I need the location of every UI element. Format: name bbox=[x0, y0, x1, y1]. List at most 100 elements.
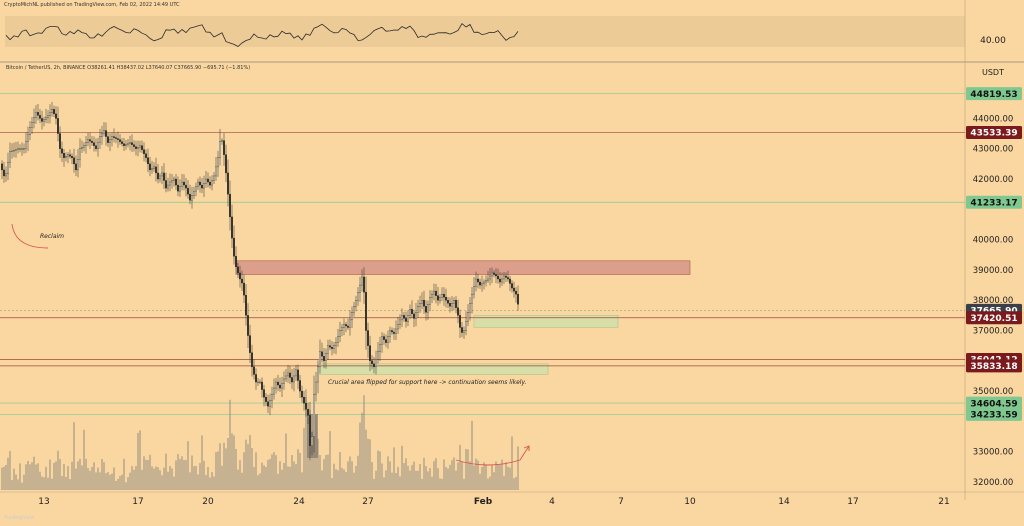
candle-body bbox=[115, 137, 117, 139]
volume-bar bbox=[345, 471, 347, 490]
volume-bar bbox=[329, 431, 331, 490]
candle-body bbox=[183, 181, 185, 186]
candle-body bbox=[331, 346, 333, 349]
volume-bar bbox=[495, 461, 497, 490]
volume-bar bbox=[277, 473, 279, 490]
candle-body bbox=[463, 330, 465, 333]
candle-body bbox=[457, 307, 459, 316]
volume-bar bbox=[295, 464, 297, 490]
candle-body bbox=[247, 315, 249, 336]
candle-body bbox=[237, 266, 239, 274]
candle-body bbox=[489, 275, 491, 280]
candle-body bbox=[101, 133, 103, 137]
candle-body bbox=[341, 327, 343, 331]
candle-body bbox=[213, 175, 215, 181]
candle-body bbox=[365, 291, 367, 331]
volume-bar bbox=[85, 458, 87, 490]
volume-bar bbox=[399, 476, 401, 490]
volume-bar bbox=[441, 478, 443, 490]
volume-bar bbox=[493, 472, 495, 490]
volume-bar bbox=[43, 477, 45, 490]
volume-bar bbox=[485, 464, 487, 490]
candle-body bbox=[49, 112, 51, 116]
candle-body bbox=[293, 375, 295, 383]
volume-bar bbox=[55, 461, 57, 490]
volume-bar bbox=[91, 466, 93, 490]
volume-bar bbox=[143, 456, 145, 490]
volume-bar bbox=[453, 457, 455, 490]
resistance-zone bbox=[236, 260, 691, 275]
candle-body bbox=[485, 280, 487, 283]
volume-bar bbox=[123, 458, 125, 490]
volume-bar bbox=[395, 473, 397, 490]
volume-bar bbox=[293, 461, 295, 490]
candle-body bbox=[55, 113, 57, 119]
volume-bar bbox=[367, 438, 369, 490]
volume-bar bbox=[139, 430, 141, 490]
volume-bar bbox=[447, 468, 449, 490]
candle-body bbox=[141, 145, 143, 150]
volume-bar bbox=[121, 474, 123, 490]
volume-bar bbox=[31, 462, 33, 490]
candle-body bbox=[45, 117, 47, 120]
candle-body bbox=[95, 145, 97, 149]
volume-bar bbox=[421, 478, 423, 490]
price-tick-label: 39000.00 bbox=[973, 266, 1014, 276]
volume-bar bbox=[437, 468, 439, 490]
candle-body bbox=[79, 148, 81, 160]
volume-bar bbox=[389, 461, 391, 490]
candle-body bbox=[409, 309, 411, 316]
candle-body bbox=[321, 351, 323, 357]
candle-body bbox=[353, 306, 355, 313]
volume-bar bbox=[479, 473, 481, 490]
volume-bar bbox=[223, 442, 225, 490]
volume-bar bbox=[77, 461, 79, 490]
candle-body bbox=[259, 381, 261, 383]
candle-body bbox=[377, 351, 379, 360]
volume-bar bbox=[45, 466, 47, 490]
volume-bar bbox=[37, 463, 39, 490]
candle-body bbox=[393, 331, 395, 334]
candle-body bbox=[373, 363, 375, 368]
candle-body bbox=[225, 154, 227, 174]
candle-body bbox=[187, 187, 189, 195]
candle-body bbox=[447, 300, 449, 304]
candle-body bbox=[279, 384, 281, 389]
candle-body bbox=[217, 157, 219, 168]
volume-bar bbox=[359, 422, 361, 490]
volume-bar bbox=[407, 465, 409, 490]
volume-bar bbox=[427, 471, 429, 490]
volume-bar bbox=[303, 427, 305, 490]
candle-body bbox=[441, 293, 443, 298]
volume-bar bbox=[119, 476, 121, 490]
candle-body bbox=[455, 300, 457, 308]
volume-bar bbox=[279, 461, 281, 490]
time-tick-label: 17 bbox=[132, 497, 143, 507]
candle-body bbox=[15, 149, 17, 151]
candle-body bbox=[17, 148, 19, 150]
candle-body bbox=[81, 147, 83, 149]
volume-bar bbox=[97, 467, 99, 490]
time-tick-label: 10 bbox=[684, 497, 696, 507]
candle-body bbox=[103, 130, 105, 134]
volume-bar bbox=[51, 478, 53, 490]
symbol-info: Bitcoin / TetherUS, 2h, BINANCE O38261.4… bbox=[6, 65, 251, 71]
candle-body bbox=[29, 127, 31, 135]
candle-body bbox=[257, 381, 259, 383]
candle-body bbox=[139, 145, 141, 148]
volume-bar bbox=[347, 461, 349, 490]
candle-body bbox=[381, 336, 383, 345]
volume-bar bbox=[211, 472, 213, 490]
candle-body bbox=[477, 278, 479, 283]
volume-bar bbox=[71, 461, 73, 490]
candle-body bbox=[197, 181, 199, 187]
continuation-arrowhead bbox=[523, 445, 530, 451]
candle-body bbox=[487, 278, 489, 281]
level-tag: 34604.59 bbox=[970, 399, 1017, 409]
candle-body bbox=[107, 136, 109, 143]
candle-body bbox=[179, 186, 181, 192]
candle-body bbox=[421, 300, 423, 304]
volume-bar bbox=[463, 478, 465, 490]
volume-bar bbox=[25, 464, 27, 490]
